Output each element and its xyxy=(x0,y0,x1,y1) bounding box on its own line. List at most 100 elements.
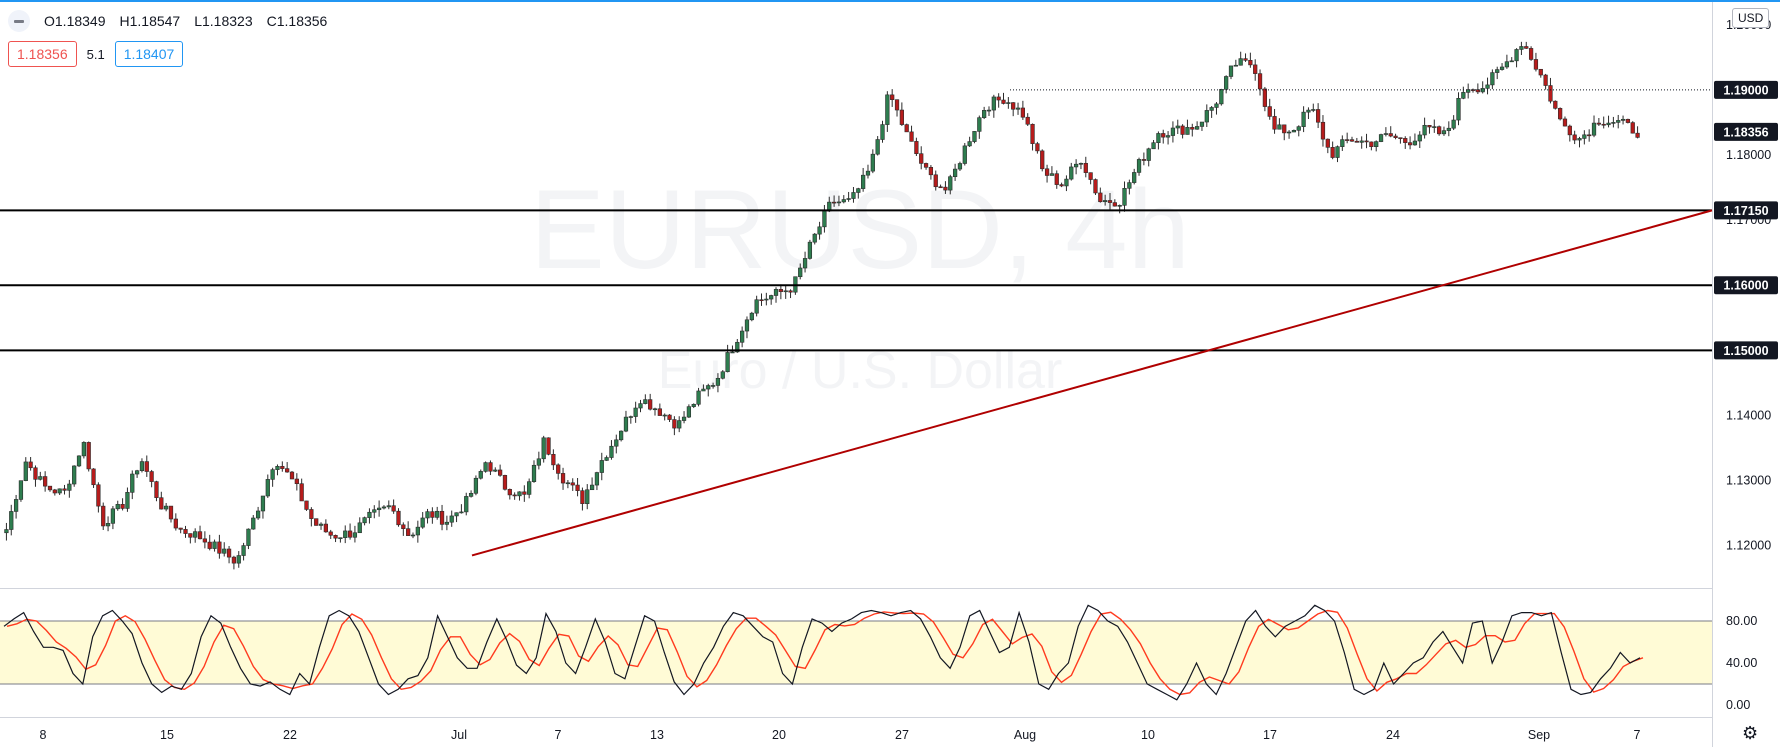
candle xyxy=(1073,163,1079,168)
candle xyxy=(367,511,372,518)
candle xyxy=(1272,116,1277,130)
time-tick-label: 27 xyxy=(895,728,909,742)
candle xyxy=(1567,125,1572,136)
level-label-box xyxy=(1714,201,1778,220)
candle xyxy=(623,416,629,432)
level-label-box xyxy=(1714,80,1778,99)
candle xyxy=(1117,205,1122,207)
candle xyxy=(270,469,275,480)
high-value: H1.18547 xyxy=(119,13,181,29)
candle xyxy=(473,477,479,494)
candle xyxy=(1180,125,1185,135)
candle xyxy=(459,511,464,514)
candle xyxy=(173,518,178,529)
watermark-symbol: EURUSD, 4h xyxy=(530,167,1190,292)
candle xyxy=(222,548,227,554)
candle xyxy=(488,462,493,472)
candle xyxy=(894,99,900,111)
candle xyxy=(1219,89,1224,105)
sell-price-button[interactable]: 1.18356 xyxy=(8,41,77,67)
candle xyxy=(885,94,890,125)
candle xyxy=(1277,124,1282,130)
candle xyxy=(96,484,101,507)
candle xyxy=(1451,119,1456,129)
candle xyxy=(91,468,96,486)
buy-price-button[interactable]: 1.18407 xyxy=(114,41,184,67)
candle xyxy=(769,295,774,300)
candle xyxy=(134,470,140,475)
time-tick-label: 13 xyxy=(650,728,664,742)
candle xyxy=(986,109,992,112)
candle xyxy=(86,442,91,470)
candle xyxy=(217,541,222,554)
candle xyxy=(352,532,358,538)
candle xyxy=(948,176,953,191)
time-tick-label: 15 xyxy=(160,728,174,742)
candle xyxy=(1548,85,1553,102)
candle xyxy=(1374,141,1379,148)
candle xyxy=(193,531,198,538)
candle xyxy=(996,96,1001,101)
candle xyxy=(1383,133,1389,135)
level-label-box xyxy=(1714,341,1778,360)
candle xyxy=(807,241,813,259)
candle xyxy=(168,505,174,520)
candle xyxy=(372,509,377,513)
price-tick-label: 1.13000 xyxy=(1726,474,1771,488)
candle xyxy=(246,528,251,546)
candle xyxy=(241,545,246,556)
candle xyxy=(101,505,106,527)
candle xyxy=(1562,118,1568,127)
candle xyxy=(139,461,145,471)
candle xyxy=(304,500,309,510)
candle xyxy=(212,541,217,549)
candle xyxy=(1238,58,1243,66)
candle xyxy=(1403,138,1408,143)
currency-label[interactable]: USD xyxy=(1732,8,1770,28)
candle xyxy=(1509,60,1514,63)
candle xyxy=(1127,182,1132,189)
candle xyxy=(130,473,135,493)
candle xyxy=(62,488,67,491)
gear-icon[interactable]: ⚙ xyxy=(1742,723,1759,743)
level-label-box xyxy=(1714,276,1778,295)
candle xyxy=(565,482,571,485)
candle xyxy=(599,460,604,473)
candle xyxy=(149,471,154,482)
candle xyxy=(972,131,977,142)
candle xyxy=(4,529,9,534)
candle xyxy=(1349,139,1355,142)
candle xyxy=(1325,138,1330,148)
candle xyxy=(1301,111,1306,127)
candle xyxy=(802,258,808,269)
candle xyxy=(289,471,295,480)
candle xyxy=(1064,178,1069,187)
candle xyxy=(1538,68,1543,76)
candle xyxy=(498,469,503,476)
candles xyxy=(4,41,1640,570)
time-axis: 8 15 22 Jul 7 13 20 27 Aug 10 17 24 Sep 7 xyxy=(40,728,1641,742)
candle xyxy=(1291,130,1297,133)
candle xyxy=(251,517,256,530)
minus-icon[interactable] xyxy=(8,10,30,32)
candle xyxy=(159,497,164,510)
close-value: C1.18356 xyxy=(266,13,328,29)
candle xyxy=(556,464,561,474)
candle xyxy=(856,188,861,193)
candle xyxy=(1625,118,1631,123)
candle xyxy=(880,124,885,140)
candle xyxy=(681,416,687,421)
level-label: 1.17150 xyxy=(1723,204,1768,218)
candle xyxy=(47,485,53,491)
candle xyxy=(846,198,851,200)
candle xyxy=(735,341,740,353)
candle xyxy=(706,385,711,390)
candle xyxy=(449,515,454,523)
candle xyxy=(527,481,532,495)
candle xyxy=(1224,76,1229,90)
candle xyxy=(1437,126,1442,135)
main-pane xyxy=(0,2,1712,588)
stoch-d-line xyxy=(6,609,1644,696)
candle xyxy=(831,201,837,204)
